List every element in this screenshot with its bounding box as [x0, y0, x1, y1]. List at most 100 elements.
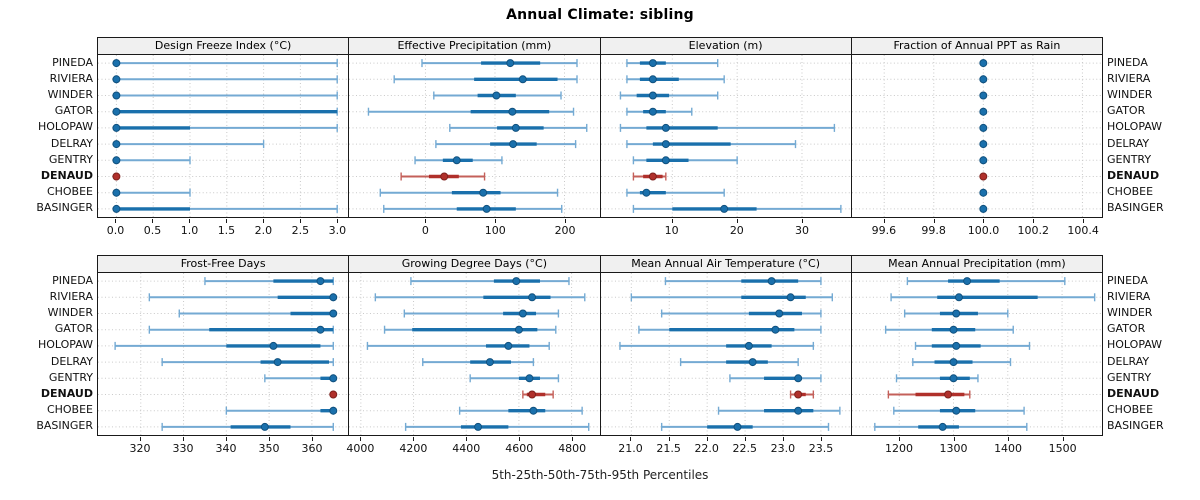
median-dot-holopaw — [979, 123, 988, 132]
axis-tick-label: 4400 — [452, 442, 481, 455]
series-gator — [979, 107, 988, 116]
axis-tick — [425, 219, 427, 223]
axis-tick — [1033, 219, 1035, 223]
median-dot-denaud — [528, 390, 537, 399]
axis-tick-label: 1.0 — [180, 224, 199, 237]
series-gentry — [414, 156, 503, 165]
series-pineda — [204, 277, 334, 286]
axis-tick — [565, 219, 567, 223]
x-axis-frost-free-days: 320 330 340 350 360 — [97, 437, 349, 459]
percentile-caption: 5th-25th-50th-75th-95th Percentiles — [491, 468, 709, 482]
panel-header: Growing Degree Days (°C) — [349, 256, 600, 273]
panel-mean-annual-air-temperature-c: Mean Annual Air Temperature (°C) — [599, 256, 851, 435]
axis-tick — [152, 219, 154, 223]
median-dot-delray — [486, 358, 495, 367]
series-delray — [112, 140, 265, 149]
median-dot-gator — [648, 107, 657, 116]
panel-design-freeze-index-c: Design Freeze Index (°C) — [98, 38, 349, 217]
panel-frost-free-days: Frost-Free Days — [98, 256, 349, 435]
station-label-chobee: CHOBEE — [1107, 403, 1154, 417]
axis-tick — [983, 219, 985, 223]
median-dot-riviera — [528, 293, 537, 302]
x-axis-design-freeze-index-c: 0.0 0.5 1.0 1.5 2.0 2.5 3.0 — [97, 219, 349, 241]
gridlines — [851, 55, 1102, 217]
series-pineda — [625, 59, 718, 68]
series-delray — [911, 358, 1011, 367]
x-axis-fraction-of-annual-ppt-as-rain: 99.6 99.8 100.0 100.2 100.4 — [852, 219, 1104, 241]
median-dot-chobee — [479, 188, 488, 197]
x-axis-mean-annual-air-temperature-c: 21.0 21.5 22.0 22.5 23.0 23.5 — [600, 437, 852, 459]
median-dot-riviera — [648, 75, 657, 84]
panel-growing-degree-days-c: Growing Degree Days (°C) — [348, 256, 600, 435]
axis-tick-label: 320 — [129, 442, 151, 455]
series-chobee — [112, 188, 191, 197]
series-gator — [368, 107, 575, 116]
axis-tick-label: 350 — [258, 442, 280, 455]
series-pineda — [664, 277, 822, 286]
axis-tick-label: 4200 — [399, 442, 428, 455]
median-dot-basinger — [482, 204, 491, 213]
median-dot-winder — [774, 309, 783, 318]
axis-tick — [189, 219, 191, 223]
series-pineda — [906, 277, 1066, 286]
panel-header: Effective Precipitation (mm) — [349, 38, 600, 55]
axis-tick — [1062, 437, 1064, 441]
series-basinger — [383, 204, 563, 213]
axis-tick-label: 10 — [664, 224, 679, 237]
series-chobee — [979, 188, 988, 197]
median-dot-holopaw — [504, 341, 513, 350]
axis-tick-label: 1.5 — [217, 224, 236, 237]
series-basinger — [405, 422, 590, 431]
series-holopaw — [618, 341, 814, 350]
series-delray — [679, 358, 799, 367]
station-label-gator: GATOR — [1107, 104, 1146, 118]
median-dot-winder — [648, 91, 657, 100]
station-label-holopaw: HOLOPAW — [37, 120, 93, 134]
panel-mean-annual-precipitation-mm: Mean Annual Precipitation (mm) — [850, 256, 1102, 435]
median-dot-pineda — [979, 59, 988, 68]
median-dot-pineda — [112, 59, 121, 68]
axis-tick-label: 4000 — [346, 442, 375, 455]
axis-tick — [898, 437, 900, 441]
median-dot-gentry — [453, 156, 461, 165]
series-gator — [884, 325, 1014, 334]
median-dot-delray — [748, 358, 757, 367]
series-holopaw — [979, 123, 988, 132]
series-holopaw — [114, 341, 334, 350]
station-label-basinger: BASINGER — [36, 419, 93, 433]
series-denaud — [329, 390, 338, 399]
median-dot-basinger — [719, 204, 728, 213]
median-dot-riviera — [979, 75, 988, 84]
median-dot-chobee — [329, 406, 338, 415]
station-label-denaud: DENAUD — [1107, 169, 1160, 182]
series-riviera — [979, 75, 988, 84]
axis-tick — [933, 219, 935, 223]
series-delray — [422, 358, 535, 367]
series-pineda — [979, 59, 988, 68]
median-dot-delray — [949, 358, 958, 367]
axis-tick — [182, 437, 184, 441]
series-winder — [903, 309, 1009, 318]
median-dot-delray — [661, 140, 670, 149]
axis-tick — [139, 437, 141, 441]
median-dot-holopaw — [112, 123, 121, 132]
median-dot-delray — [979, 140, 988, 149]
series-riviera — [393, 75, 578, 84]
series-denaud — [887, 390, 971, 399]
median-dot-denaud — [943, 390, 952, 399]
panel-header: Mean Annual Air Temperature (°C) — [600, 256, 851, 273]
station-label-pineda: PINEDA — [1107, 273, 1148, 287]
station-label-gator: GATOR — [1107, 322, 1146, 336]
axis-tick-label: 22.5 — [732, 442, 758, 455]
axis-tick-label: 330 — [172, 442, 194, 455]
median-dot-gentry — [329, 374, 338, 383]
axis-tick — [337, 219, 339, 223]
station-label-riviera: RIVIERA — [49, 71, 93, 85]
axis-row-2: 320 330 340 350 360 4000 4200 4400 4600 4800 21.0 2… — [97, 437, 1103, 459]
median-dot-basinger — [979, 204, 988, 213]
axis-tick — [630, 437, 632, 441]
series-chobee — [625, 188, 725, 197]
station-label-chobee: CHOBEE — [46, 403, 93, 417]
axis-tick-label: 20 — [729, 224, 744, 237]
axis-tick-label: 340 — [215, 442, 237, 455]
